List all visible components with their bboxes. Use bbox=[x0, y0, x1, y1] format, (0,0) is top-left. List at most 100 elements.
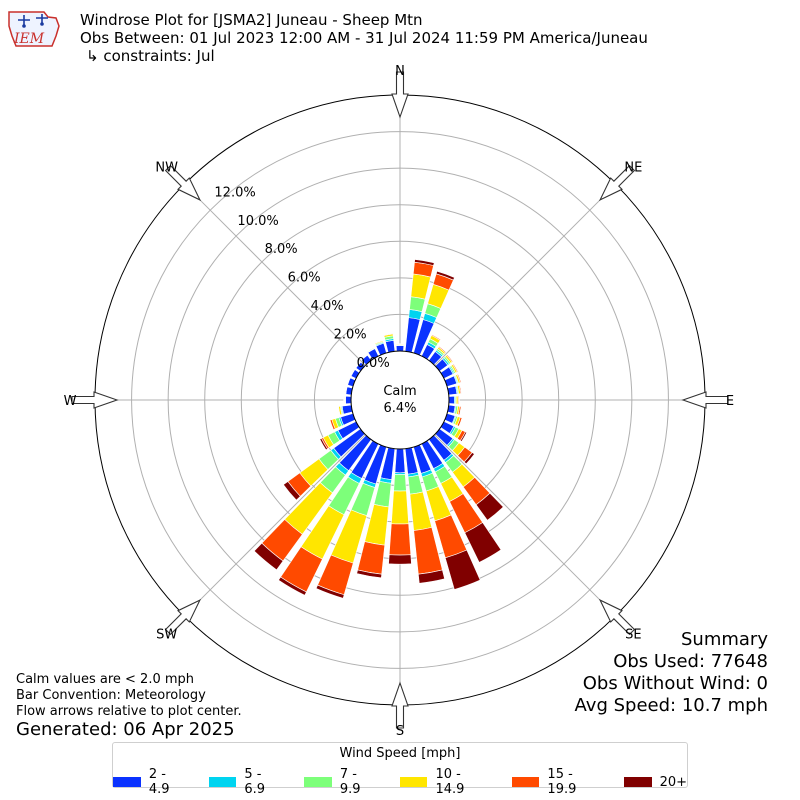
bar-segment-dir200-bin5 bbox=[315, 584, 345, 599]
legend-label-0: 2 - 4.9 bbox=[148, 767, 170, 797]
bar-segment-dir180-bin0 bbox=[394, 448, 406, 474]
compass-label-e: E bbox=[726, 394, 734, 409]
ring-gridline-4 bbox=[204, 204, 596, 596]
legend-label-2: 7 - 9.9 bbox=[339, 767, 361, 797]
legend-label-5: 20+ bbox=[659, 774, 687, 790]
legend-swatch-4 bbox=[511, 777, 540, 787]
bar-segment-dir80-bin5 bbox=[459, 384, 463, 394]
legend-entry-5: 20+ bbox=[623, 767, 687, 797]
constraints-label: ↳ constraints: Jul bbox=[86, 47, 215, 65]
bar-segment-dir60-bin4 bbox=[452, 363, 459, 373]
bar-segment-dir120-bin5 bbox=[459, 431, 468, 442]
compass-label-n: N bbox=[395, 64, 405, 79]
bar-segment-dir330-bin3 bbox=[366, 346, 375, 352]
calm-circle bbox=[350, 350, 450, 450]
bar-segment-dir110-bin5 bbox=[458, 417, 463, 427]
flow-arrow-nw bbox=[164, 164, 202, 202]
ring-gridline-6 bbox=[131, 131, 669, 669]
radial-tick-label-6: 12.0% bbox=[214, 185, 255, 200]
flow-arrow-sw bbox=[164, 598, 202, 636]
legend-entry-3: 10 - 14.9 bbox=[399, 767, 494, 797]
chart-title: Windrose Plot for [JSMA2] Juneau - Sheep… bbox=[80, 11, 423, 29]
bar-segment-dir280-bin4 bbox=[344, 386, 347, 395]
legend-swatch-2 bbox=[304, 777, 332, 787]
bar-segment-dir30-bin4 bbox=[431, 334, 442, 341]
legend-swatch-0 bbox=[113, 777, 141, 787]
bar-segment-dir40-bin4 bbox=[438, 345, 447, 354]
bar-segment-dir170-bin5 bbox=[417, 569, 445, 584]
radial-tick-label-1: 2.0% bbox=[334, 327, 367, 342]
legend-swatch-3 bbox=[399, 777, 428, 787]
bar-segment-dir170-bin2 bbox=[407, 474, 424, 495]
bar-segment-dir70-bin4 bbox=[456, 373, 462, 384]
ring-gridline-5 bbox=[167, 167, 633, 633]
bar-segment-dir180-bin5 bbox=[388, 554, 412, 565]
bar-segment-dir130-bin5 bbox=[463, 452, 475, 465]
bar-segment-dir190-bin2 bbox=[373, 480, 392, 508]
bar-segment-dir350-bin0 bbox=[385, 340, 396, 353]
bar-segment-dir230-bin5 bbox=[283, 481, 301, 501]
bar-segment-dir160-bin5 bbox=[444, 549, 481, 590]
radial-gridline-nw bbox=[183, 183, 366, 366]
bar-segment-dir90-bin0 bbox=[448, 395, 455, 405]
bar-convention-note: Bar Convention: Meteorology bbox=[16, 688, 206, 703]
wind-bars bbox=[253, 259, 504, 599]
compass-label-ne: NE bbox=[624, 161, 642, 176]
bar-segment-dir350-bin5 bbox=[383, 332, 394, 336]
legend-items: 2 - 4.9 5 - 6.9 7 - 9.9 10 - 14.9 15 - 19.9 2… bbox=[113, 767, 687, 797]
bar-segment-dir260-bin0 bbox=[341, 404, 353, 415]
summary-obs-used: Obs Used: 77648 bbox=[613, 651, 768, 672]
legend-label-4: 15 - 19.9 bbox=[547, 767, 577, 797]
radial-gridline-se bbox=[434, 434, 617, 617]
radial-tick-label-2: 4.0% bbox=[311, 299, 344, 314]
summary-obs-without-wind: Obs Without Wind: 0 bbox=[582, 673, 768, 694]
legend-entry-1: 5 - 6.9 bbox=[208, 767, 287, 797]
radial-gridline-sw bbox=[183, 434, 366, 617]
radial-tick-label-3: 6.0% bbox=[288, 271, 321, 286]
bar-segment-dir100-bin5 bbox=[459, 406, 462, 416]
bar-segment-dir320-bin3 bbox=[360, 353, 368, 360]
bar-segment-dir10-bin3 bbox=[410, 273, 432, 300]
bar-segment-dir310-bin3 bbox=[354, 360, 361, 368]
flow-arrow-ne bbox=[598, 164, 636, 202]
calm-note: Calm values are < 2.0 mph bbox=[16, 672, 195, 687]
legend: Wind Speed [mph] 2 - 4.9 5 - 6.9 7 - 9.9 10… bbox=[112, 742, 688, 797]
bar-segment-dir0-bin0 bbox=[395, 345, 405, 352]
observation-period: Obs Between: 01 Jul 2023 12:00 AM - 31 J… bbox=[80, 29, 648, 47]
bar-segment-dir0-bin3 bbox=[395, 343, 405, 345]
bar-segment-dir180-bin2 bbox=[393, 474, 407, 492]
bar-segment-dir180-bin4 bbox=[388, 523, 412, 556]
compass-label-s: S bbox=[396, 724, 404, 739]
radial-tick-label-5: 10.0% bbox=[237, 214, 278, 229]
flow-arrow-se bbox=[598, 598, 636, 636]
svg-text:IEM: IEM bbox=[13, 31, 45, 47]
bar-segment-dir140-bin5 bbox=[475, 492, 504, 521]
bar-segment-dir150-bin5 bbox=[464, 522, 502, 563]
flow-arrow-s bbox=[391, 681, 409, 729]
flow-arrows bbox=[71, 71, 729, 729]
bar-segment-dir20-bin5 bbox=[435, 270, 455, 281]
bar-segment-dir270-bin4 bbox=[343, 395, 345, 405]
legend-entry-0: 2 - 4.9 bbox=[113, 767, 191, 797]
legend-swatch-5 bbox=[623, 777, 652, 787]
bar-segment-dir90-bin5 bbox=[458, 395, 460, 405]
legend-entry-2: 7 - 9.9 bbox=[304, 767, 382, 797]
calm-label: Calm bbox=[383, 384, 416, 399]
calm-value: 6.4% bbox=[383, 401, 416, 416]
flow-arrow-n bbox=[391, 71, 409, 119]
generated-date: Generated: 06 Apr 2025 bbox=[16, 719, 235, 740]
iem-logo: IEM bbox=[8, 11, 60, 47]
bar-segment-dir50-bin4 bbox=[446, 354, 454, 363]
axis-labels: N NE E SE S SW W NW 0.0% 2.0% 4.0% 6.0% 8.0% 10.0% 12.… bbox=[64, 64, 735, 739]
bar-segment-dir10-bin5 bbox=[414, 259, 435, 266]
flow-arrow-e bbox=[681, 391, 729, 409]
summary-heading: Summary bbox=[681, 629, 768, 650]
compass-label-se: SE bbox=[625, 627, 641, 642]
bar-segment-dir220-bin5 bbox=[253, 542, 284, 571]
compass-label-sw: SW bbox=[156, 627, 177, 642]
bar-segment-dir170-bin4 bbox=[413, 527, 443, 575]
compass-label-w: W bbox=[64, 394, 77, 409]
radial-gridline-ne bbox=[434, 183, 617, 366]
legend-swatch-1 bbox=[208, 777, 237, 787]
